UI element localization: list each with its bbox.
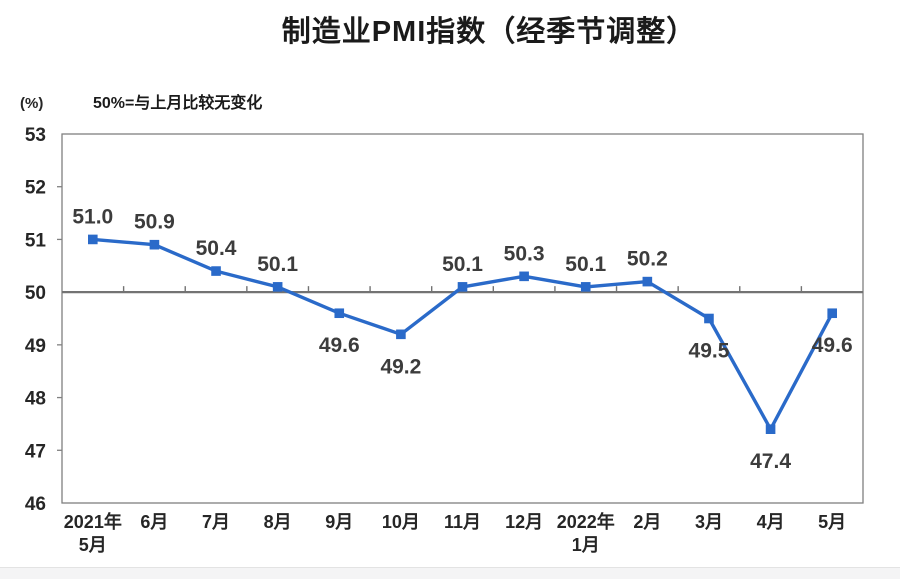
x-axis-label: 3月 [695,512,723,532]
data-point-label: 49.6 [319,334,360,357]
x-axis-label: 2022年 1月 [557,511,615,555]
data-point-marker [272,282,283,292]
x-axis-label: 4月 [757,512,785,532]
y-axis-label: 48 [25,389,46,410]
data-point-label: 50.3 [504,242,545,265]
data-point-marker [396,329,406,340]
data-point-marker [580,282,591,292]
data-point-marker [211,266,221,276]
data-point-label: 50.1 [257,253,298,276]
y-axis-label: 52 [25,178,46,199]
y-axis-label: 53 [25,125,46,146]
data-point-label: 50.1 [442,253,483,276]
data-point-label: 50.4 [196,237,237,260]
page-footer-strip [0,567,900,579]
x-axis-label: 2月 [633,512,661,532]
x-axis-label: 11月 [444,512,481,532]
data-point-marker [765,424,776,434]
y-axis-label: 46 [25,494,46,515]
y-axis-label: 51 [25,230,47,251]
data-point-marker [457,282,468,292]
data-point-label: 49.5 [689,340,730,363]
x-axis-label: 6月 [140,512,168,532]
y-axis-label: 47 [25,441,46,462]
x-axis-label: 10月 [382,512,420,532]
plot-area-border [61,133,864,504]
y-axis-label: 50 [25,283,46,304]
x-axis-label: 8月 [264,512,292,532]
x-axis-label: 12月 [505,512,543,532]
data-point-label: 50.1 [565,253,606,276]
y-axis-label: 49 [25,336,46,357]
data-point-marker [334,308,345,319]
data-point-marker [519,271,529,282]
chart-title: 制造业PMI指数（经季节调整） [281,16,697,48]
y-axis-unit-label: (%) [20,95,44,112]
data-point-label: 49.6 [812,334,853,357]
data-point-label: 49.2 [380,355,421,378]
x-axis-label: 2021年 5月 [64,511,122,555]
x-axis-label: 9月 [325,512,353,532]
baseline-note: 50%=与上月比较无变化 [93,95,263,112]
data-point-marker [827,308,837,319]
data-point-marker [88,234,98,245]
x-axis-label: 7月 [202,512,230,532]
data-point-marker [704,313,714,324]
data-point-label: 51.0 [72,205,113,228]
x-axis-label: 5月 [818,512,846,532]
data-point-label: 47.4 [750,450,791,473]
data-point-marker [642,276,653,287]
data-point-marker [149,239,160,250]
data-point-label: 50.2 [627,248,668,271]
data-point-label: 50.9 [134,211,175,234]
